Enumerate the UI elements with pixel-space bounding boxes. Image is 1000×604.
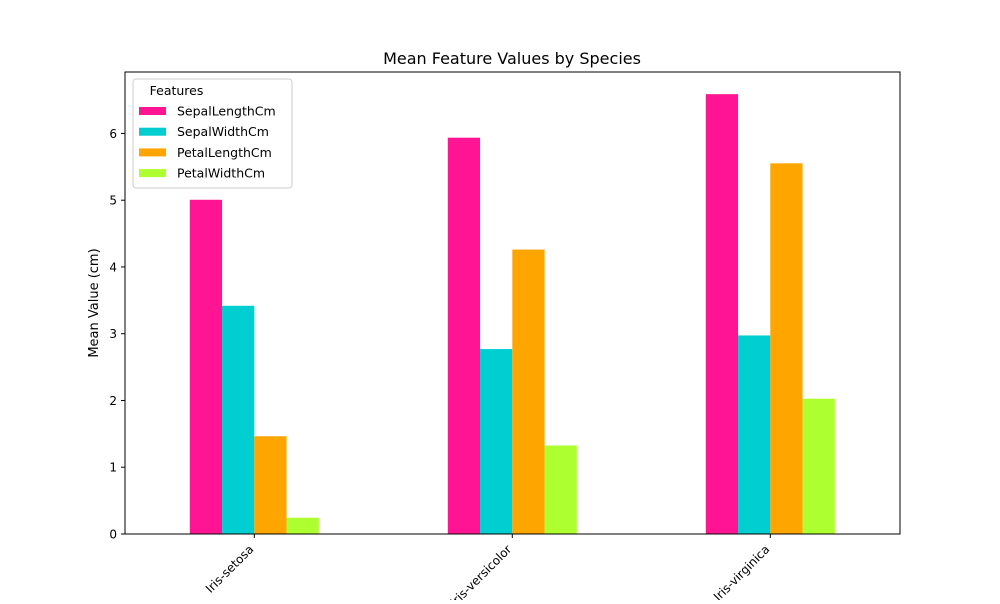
y-tick-label: 6: [109, 127, 117, 141]
y-axis-label: Mean Value (cm): [87, 248, 102, 357]
legend-swatch-sepalwidthcm: [139, 127, 166, 136]
chart-title: Mean Feature Values by Species: [383, 49, 641, 68]
legend-label-sepalwidthcm: SepalWidthCm: [177, 124, 269, 139]
bar-iris-versicolor-petallengthcm: [512, 249, 545, 534]
bars-layer: [189, 94, 835, 535]
bar-iris-versicolor-petalwidthcm: [544, 445, 577, 534]
bar-iris-virginica-petalwidthcm: [802, 398, 835, 534]
legend-label-petalwidthcm: PetalWidthCm: [177, 166, 265, 181]
legend-box: [132, 78, 293, 189]
bar-iris-setosa-sepalwidthcm: [222, 305, 255, 534]
y-tick-label: 1: [109, 461, 117, 475]
bar-iris-setosa-sepallengthcm: [189, 199, 223, 534]
y-tick-label: 2: [109, 394, 117, 408]
bar-iris-setosa-petallengthcm: [254, 436, 287, 534]
bar-iris-virginica-sepalwidthcm: [738, 335, 771, 534]
bar-iris-versicolor-sepalwidthcm: [480, 349, 513, 534]
bar-iris-virginica-petallengthcm: [770, 163, 803, 534]
legend-swatch-petallengthcm: [139, 148, 166, 157]
bar-iris-virginica-sepallengthcm: [705, 94, 739, 535]
legend-title: Features: [150, 83, 204, 98]
legend-label-petallengthcm: PetalLengthCm: [177, 145, 272, 160]
legend-swatch-sepallengthcm: [139, 107, 166, 115]
legend-swatch-petalwidthcm: [139, 169, 166, 178]
legend-label-sepallengthcm: SepalLengthCm: [177, 104, 276, 119]
y-tick-label: 3: [109, 327, 117, 341]
y-tick-label: 4: [109, 260, 117, 274]
legend: Features SepalLengthCm SepalWidthCm PetalLe…: [132, 78, 293, 189]
bar-iris-setosa-petalwidthcm: [286, 517, 319, 534]
bar-iris-versicolor-sepallengthcm: [447, 137, 481, 534]
y-tick-label: 0: [109, 528, 117, 542]
y-tick-label: 5: [109, 194, 117, 208]
